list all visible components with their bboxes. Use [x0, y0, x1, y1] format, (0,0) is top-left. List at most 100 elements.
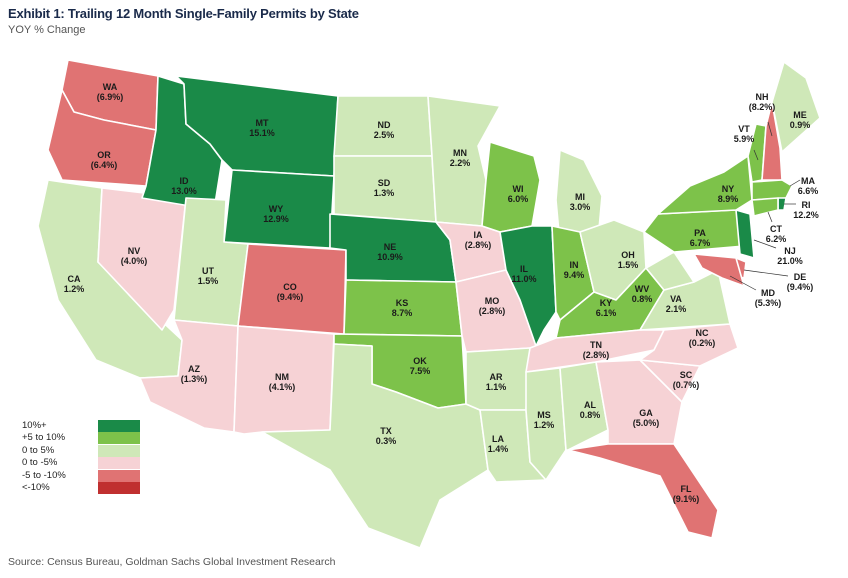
- state-value-ky: 6.1%: [596, 308, 617, 318]
- state-value-nm: (4.1%): [269, 382, 296, 392]
- legend-row: <-10%: [22, 481, 142, 494]
- state-abbr-ok: OK: [413, 356, 427, 366]
- legend-row: -5 to -10%: [22, 469, 142, 482]
- state-value-vt: 5.9%: [734, 134, 755, 144]
- state-value-in: 9.4%: [564, 270, 585, 280]
- state-value-va: 2.1%: [666, 304, 687, 314]
- state-value-ct: 6.2%: [766, 234, 787, 244]
- leader-line-de: [743, 269, 789, 277]
- state-abbr-ks: KS: [396, 298, 409, 308]
- state-value-nc: (0.2%): [689, 338, 716, 348]
- state-abbr-nh: NH: [756, 92, 769, 102]
- state-value-oh: 1.5%: [618, 260, 639, 270]
- leader-line-ma: [789, 179, 801, 187]
- state-abbr-wi: WI: [513, 184, 524, 194]
- state-value-tn: (2.8%): [583, 350, 610, 360]
- state-abbr-nc: NC: [696, 328, 709, 338]
- state-abbr-md: MD: [761, 288, 775, 298]
- state-value-nh: (8.2%): [749, 102, 776, 112]
- leader-line-nj: [753, 239, 777, 249]
- legend-label: +5 to 10%: [22, 432, 66, 444]
- state-abbr-va: VA: [670, 294, 682, 304]
- legend-row: +5 to 10%: [22, 432, 142, 445]
- state-abbr-co: CO: [283, 282, 297, 292]
- state-value-sc: (0.7%): [673, 380, 700, 390]
- state-value-de: (9.4%): [787, 282, 814, 292]
- legend-swatch: [98, 432, 140, 445]
- state-abbr-or: OR: [97, 150, 111, 160]
- state-abbr-az: AZ: [188, 364, 200, 374]
- state-shapes: [37, 59, 821, 549]
- state-abbr-mi: MI: [575, 192, 585, 202]
- state-abbr-fl: FL: [681, 484, 692, 494]
- state-value-az: (1.3%): [181, 374, 208, 384]
- state-wi: [481, 141, 541, 233]
- state-value-or: (6.4%): [91, 160, 118, 170]
- state-value-ny: 8.9%: [718, 194, 739, 204]
- state-value-il: 11.0%: [511, 274, 536, 284]
- legend-label: 0 to 5%: [22, 444, 55, 456]
- state-il: [499, 225, 557, 347]
- state-abbr-me: ME: [793, 110, 807, 120]
- legend-swatch: [98, 444, 140, 457]
- state-abbr-ne: NE: [384, 242, 397, 252]
- state-abbr-id: ID: [180, 176, 190, 186]
- state-abbr-ms: MS: [537, 410, 551, 420]
- state-abbr-sc: SC: [680, 370, 693, 380]
- state-value-ms: 1.2%: [534, 420, 555, 430]
- legend-swatch: [98, 420, 140, 432]
- state-abbr-mt: MT: [256, 118, 269, 128]
- state-abbr-pa: PA: [694, 228, 706, 238]
- leader-line-vt: [753, 149, 759, 161]
- state-value-md: (5.3%): [755, 298, 782, 308]
- state-value-ne: 10.9%: [377, 252, 403, 262]
- state-value-ri: 12.2%: [793, 210, 819, 220]
- state-ct: [751, 197, 779, 217]
- state-ma: [751, 179, 793, 201]
- legend-label: 0 to -5%: [22, 457, 58, 469]
- legend-row: 10%+: [22, 420, 142, 432]
- state-abbr-oh: OH: [621, 250, 635, 260]
- state-abbr-ma: MA: [801, 176, 815, 186]
- state-al: [559, 361, 609, 451]
- state-value-nd: 2.5%: [374, 130, 395, 140]
- state-abbr-vt: VT: [738, 124, 750, 134]
- state-value-wa: (6.9%): [97, 92, 124, 102]
- legend-row: 0 to 5%: [22, 444, 142, 457]
- chart-title: Exhibit 1: Trailing 12 Month Single-Fami…: [8, 6, 359, 21]
- state-value-ks: 8.7%: [392, 308, 413, 318]
- state-md: [693, 253, 745, 287]
- state-abbr-ar: AR: [490, 372, 503, 382]
- state-value-me: 0.9%: [790, 120, 811, 130]
- state-value-wv: 0.8%: [632, 294, 653, 304]
- state-abbr-la: LA: [492, 434, 504, 444]
- chart-subtitle: YOY % Change: [8, 24, 86, 36]
- state-ny: [657, 155, 753, 215]
- state-value-ut: 1.5%: [198, 276, 219, 286]
- legend-label: <-10%: [22, 481, 50, 493]
- state-abbr-il: IL: [520, 264, 529, 274]
- state-nc: [639, 323, 739, 367]
- state-abbr-mn: MN: [453, 148, 467, 158]
- leader-line-md: [729, 275, 757, 291]
- state-value-co: (9.4%): [277, 292, 304, 302]
- state-value-tx: 0.3%: [376, 436, 397, 446]
- state-abbr-nm: NM: [275, 372, 289, 382]
- source-note: Source: Census Bureau, Goldman Sachs Glo…: [8, 556, 336, 568]
- state-value-ga: (5.0%): [633, 418, 660, 428]
- state-me: [771, 61, 821, 153]
- state-value-mo: (2.8%): [479, 306, 506, 316]
- state-value-wi: 6.0%: [508, 194, 529, 204]
- legend-swatch: [98, 481, 140, 494]
- state-abbr-ca: CA: [68, 274, 81, 284]
- leader-line-nh: [767, 121, 773, 137]
- state-value-nv: (4.0%): [121, 256, 148, 266]
- state-abbr-sd: SD: [378, 178, 391, 188]
- state-value-nj: 21.0%: [777, 256, 803, 266]
- state-value-mn: 2.2%: [450, 158, 471, 168]
- state-abbr-ky: KY: [600, 298, 613, 308]
- leader-lines: [729, 121, 801, 291]
- state-value-mt: 15.1%: [249, 128, 275, 138]
- legend-swatch: [98, 469, 140, 482]
- state-value-ma: 6.6%: [798, 186, 819, 196]
